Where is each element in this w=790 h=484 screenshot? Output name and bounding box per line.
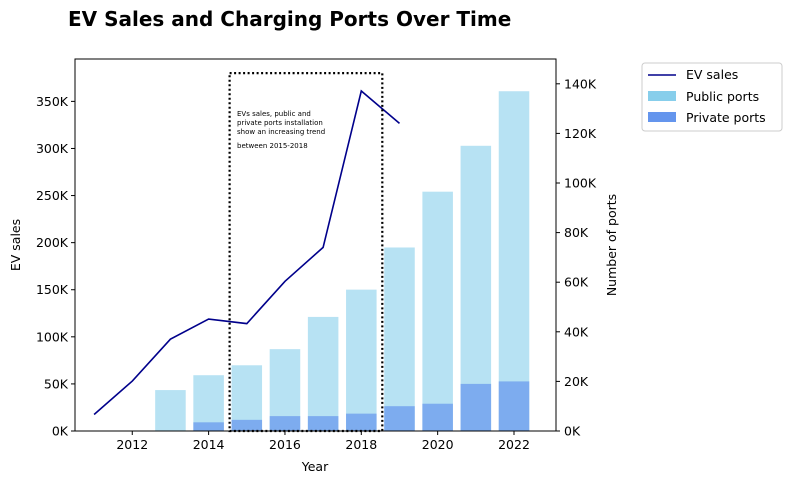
y-left-tick-label-100000: 100K <box>36 329 69 344</box>
x-axis: 2012 2014 2016 2018 2020 2022 <box>116 431 530 452</box>
y-right-tick-label-40000: 40K <box>564 324 589 339</box>
bar-private-ports-2014 <box>193 422 224 431</box>
bar-public-ports-2013 <box>155 390 186 431</box>
y-right-tick-label-80000: 80K <box>564 225 589 240</box>
bar-public-ports-2017 <box>307 316 339 431</box>
x-tick-label-2022: 2022 <box>498 437 530 452</box>
bar-private-ports-2019 <box>384 406 415 431</box>
y-axis-left: 0K 50K 100K 150K 200K 250K 300K 350K <box>36 94 75 439</box>
bar-public-ports-2022 <box>498 91 530 432</box>
y-left-tick-label-200000: 200K <box>36 235 69 250</box>
x-tick-label-2014: 2014 <box>193 437 225 452</box>
y-axis-left-label: EV sales <box>8 219 23 271</box>
y-right-tick-label-140000: 140K <box>564 76 597 91</box>
y-right-tick-label-20000: 20K <box>564 374 589 389</box>
bar-private-ports-2017 <box>307 416 339 431</box>
bar-private-ports-2020 <box>422 403 453 431</box>
annotation-line-2: private ports installation <box>237 119 323 127</box>
legend-label-private-ports: Private ports <box>686 110 766 125</box>
legend-label-public-ports: Public ports <box>686 89 759 104</box>
y-right-tick-label-120000: 120K <box>564 126 597 141</box>
x-tick-label-2012: 2012 <box>116 437 148 452</box>
bar-private-ports-2022 <box>498 381 530 431</box>
y-right-tick-label-100000: 100K <box>564 176 597 191</box>
x-tick-label-2020: 2020 <box>422 437 454 452</box>
lines-layer <box>93 89 401 416</box>
x-tick-label-2018: 2018 <box>345 437 377 452</box>
y-left-tick-label-150000: 150K <box>36 282 69 297</box>
y-left-tick-label-350000: 350K <box>36 94 69 109</box>
line-ev-sales <box>93 89 401 416</box>
bar-private-ports-2016 <box>269 416 301 431</box>
bar-public-ports-2019 <box>384 247 415 431</box>
bar-private-ports-2018 <box>346 413 377 431</box>
bar-public-ports-2020 <box>422 191 453 431</box>
x-tick-label-2016: 2016 <box>269 437 301 452</box>
plot-frame <box>74 58 557 432</box>
y-left-tick-label-300000: 300K <box>36 141 69 156</box>
legend: EV sales Public ports Private ports <box>641 62 783 132</box>
legend-label-ev-sales: EV sales <box>686 67 738 82</box>
y-left-tick-label-0: 0K <box>52 424 69 439</box>
x-axis-label: Year <box>301 459 329 474</box>
bar-public-ports-2021 <box>460 145 492 432</box>
chart-title: EV Sales and Charging Ports Over Time <box>68 7 511 31</box>
legend-swatch-private-ports <box>648 112 676 122</box>
y-left-tick-label-50000: 50K <box>44 376 69 391</box>
bars-layer <box>155 91 530 432</box>
y-axis-right: 0K 20K 40K 60K 80K 100K 120K 140K <box>556 76 597 439</box>
bar-private-ports-2015 <box>231 419 263 431</box>
bar-public-ports-2014 <box>193 375 224 431</box>
bar-private-ports-2021 <box>460 383 492 431</box>
y-right-tick-label-0: 0K <box>564 424 581 439</box>
annotation-line-1: EVs sales, public and <box>237 110 311 118</box>
legend-frame <box>641 62 783 132</box>
y-left-tick-label-250000: 250K <box>36 188 69 203</box>
annotation-line-4: between 2015-2018 <box>237 142 308 150</box>
y-right-tick-label-60000: 60K <box>564 275 589 290</box>
legend-swatch-public-ports <box>648 91 676 101</box>
y-axis-right-label: Number of ports <box>604 194 619 296</box>
annotation-line-3: show an increasing trend <box>237 128 325 136</box>
bar-public-ports-2018 <box>346 289 377 431</box>
